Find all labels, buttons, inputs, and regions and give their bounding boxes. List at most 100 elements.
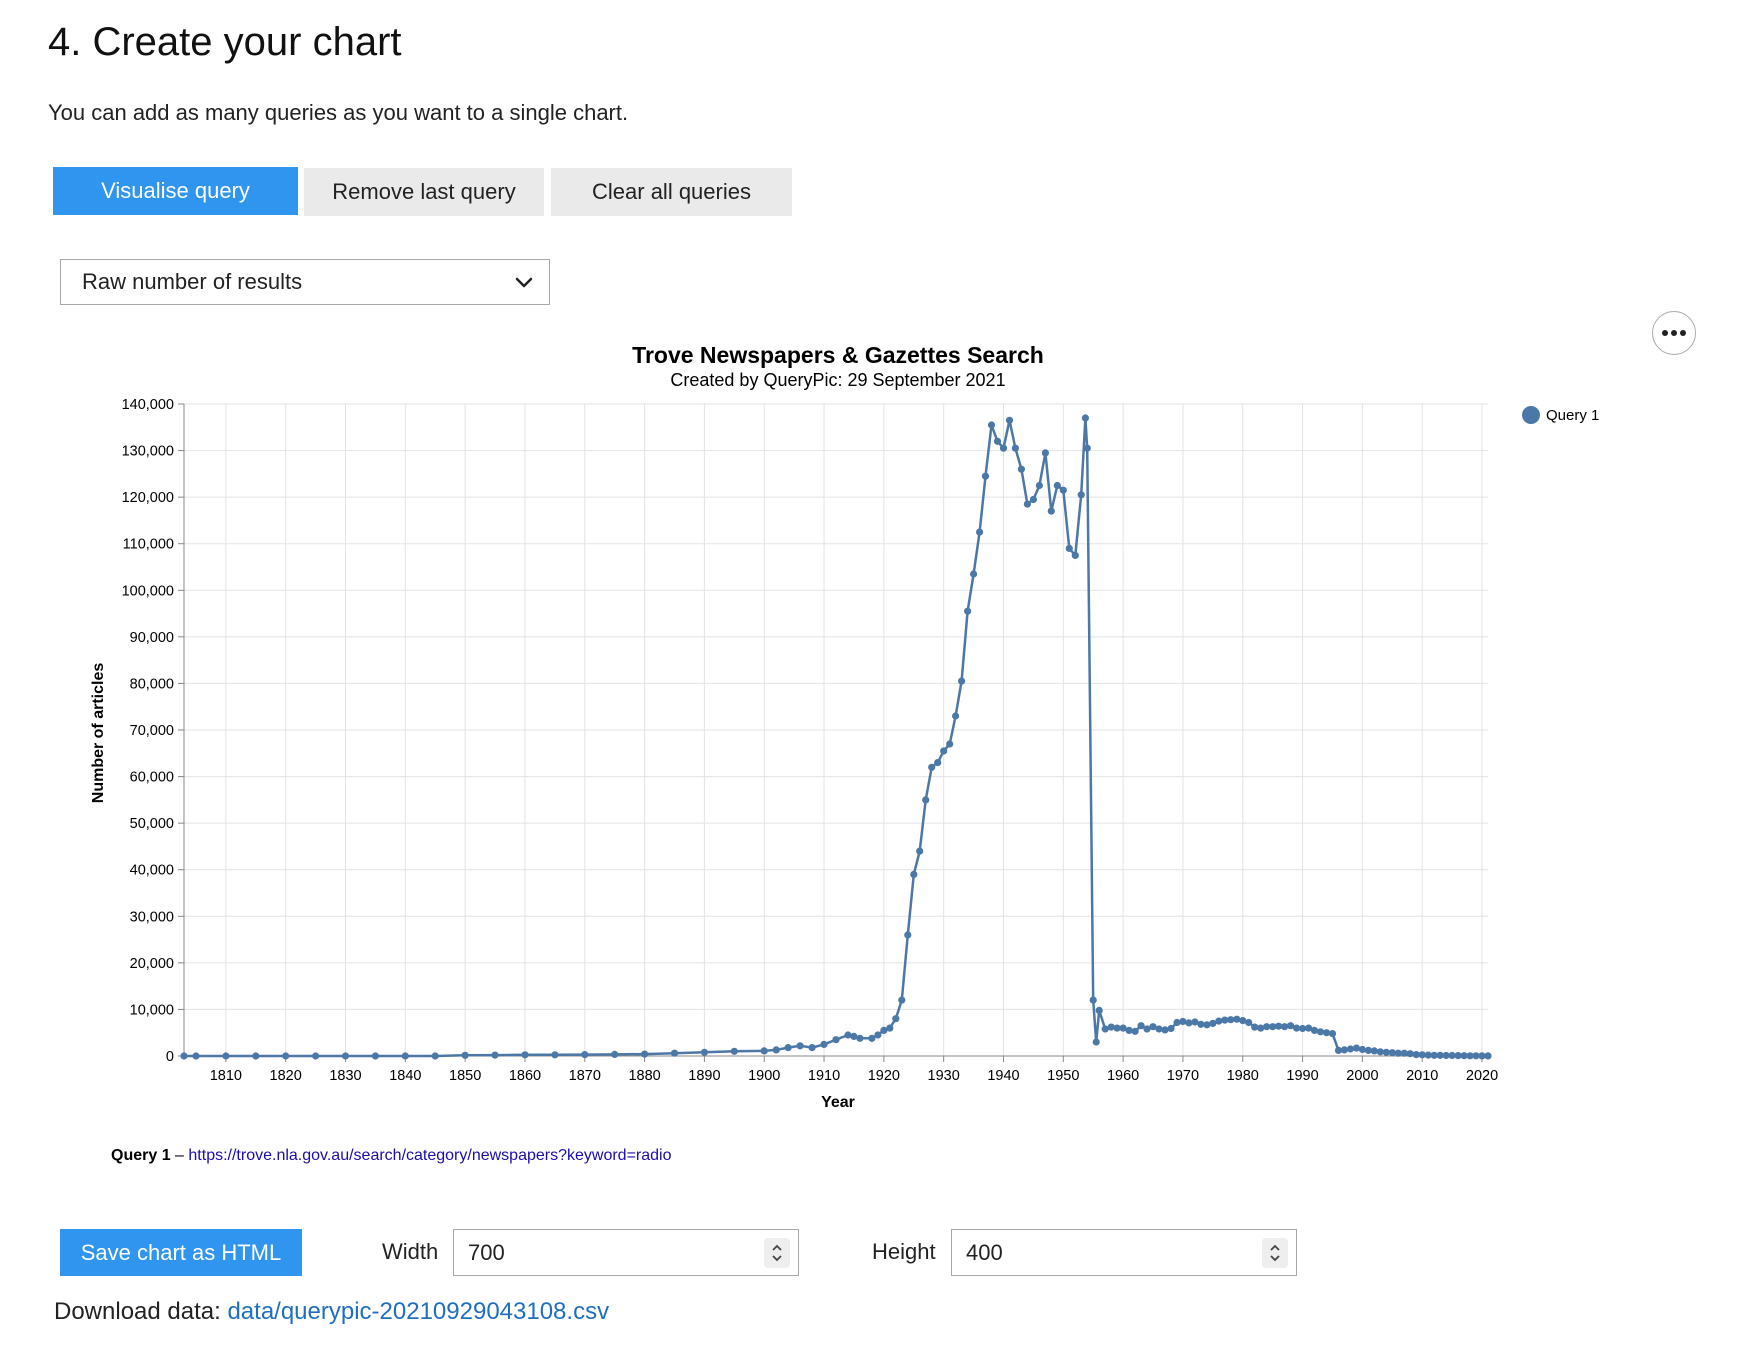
data-point[interactable]	[1430, 1051, 1438, 1059]
data-point[interactable]	[641, 1050, 649, 1058]
data-point[interactable]	[670, 1049, 679, 1057]
data-point[interactable]	[1257, 1024, 1265, 1032]
data-point[interactable]	[1215, 1017, 1223, 1025]
data-point[interactable]	[1071, 551, 1079, 560]
data-point[interactable]	[1293, 1024, 1301, 1032]
data-point[interactable]	[1107, 1023, 1115, 1031]
data-point[interactable]	[1113, 1024, 1121, 1032]
data-point[interactable]	[1251, 1023, 1259, 1031]
data-point[interactable]	[222, 1052, 230, 1060]
remove-last-query-button[interactable]: Remove last query	[304, 168, 544, 216]
save-chart-button[interactable]: Save chart as HTML	[60, 1229, 302, 1276]
data-point[interactable]	[461, 1051, 469, 1059]
data-point[interactable]	[371, 1052, 379, 1060]
data-point[interactable]	[1334, 1046, 1343, 1054]
data-point[interactable]	[1310, 1026, 1319, 1034]
data-point[interactable]	[521, 1051, 529, 1059]
data-point[interactable]	[1352, 1044, 1360, 1052]
height-input[interactable]: 400	[951, 1229, 1297, 1276]
data-point[interactable]	[1466, 1052, 1474, 1060]
data-point[interactable]	[1412, 1051, 1420, 1059]
data-point[interactable]	[892, 1015, 900, 1023]
data-point[interactable]	[1316, 1028, 1325, 1036]
data-point[interactable]	[1454, 1052, 1462, 1060]
data-point[interactable]	[1053, 481, 1061, 490]
data-point[interactable]	[252, 1052, 260, 1060]
data-point[interactable]	[1305, 1024, 1313, 1032]
data-point[interactable]	[192, 1052, 200, 1060]
data-point[interactable]	[1011, 444, 1020, 452]
data-point[interactable]	[341, 1052, 350, 1060]
data-point[interactable]	[1388, 1049, 1396, 1057]
data-point[interactable]	[1472, 1052, 1480, 1060]
data-point[interactable]	[1358, 1045, 1366, 1054]
data-point[interactable]	[916, 847, 924, 855]
data-point[interactable]	[1143, 1025, 1151, 1033]
data-point[interactable]	[1191, 1018, 1199, 1026]
data-point[interactable]	[1035, 481, 1043, 490]
data-point[interactable]	[820, 1040, 828, 1048]
data-point[interactable]	[976, 528, 984, 536]
data-point[interactable]	[970, 570, 978, 578]
data-point[interactable]	[312, 1052, 320, 1060]
data-point[interactable]	[1442, 1051, 1450, 1060]
data-point[interactable]	[1095, 1006, 1103, 1015]
data-point[interactable]	[1047, 507, 1055, 515]
data-point[interactable]	[700, 1048, 709, 1056]
data-point[interactable]	[1376, 1048, 1384, 1056]
data-point[interactable]	[796, 1042, 804, 1050]
data-point[interactable]	[760, 1047, 768, 1055]
data-point[interactable]	[1424, 1051, 1432, 1059]
data-point[interactable]	[730, 1047, 738, 1055]
data-point[interactable]	[1017, 465, 1025, 473]
data-point[interactable]	[1340, 1046, 1348, 1054]
width-stepper[interactable]	[764, 1238, 790, 1268]
data-point[interactable]	[1005, 416, 1014, 424]
data-point[interactable]	[1394, 1049, 1402, 1057]
data-point[interactable]	[431, 1052, 439, 1060]
data-point[interactable]	[940, 747, 948, 755]
data-point[interactable]	[844, 1031, 852, 1039]
data-point[interactable]	[1197, 1020, 1205, 1028]
data-point[interactable]	[958, 677, 966, 685]
data-point[interactable]	[928, 763, 936, 771]
data-point[interactable]	[1460, 1052, 1468, 1060]
data-point[interactable]	[850, 1032, 858, 1040]
data-point[interactable]	[1092, 1038, 1100, 1046]
data-point[interactable]	[1203, 1021, 1211, 1029]
data-point[interactable]	[551, 1051, 559, 1059]
data-point[interactable]	[987, 421, 996, 429]
data-point[interactable]	[1478, 1052, 1486, 1060]
data-point[interactable]	[1173, 1018, 1181, 1027]
data-point[interactable]	[946, 740, 954, 748]
data-point[interactable]	[934, 759, 942, 767]
data-point[interactable]	[1328, 1030, 1337, 1038]
data-point[interactable]	[1209, 1019, 1217, 1027]
data-point[interactable]	[401, 1052, 409, 1060]
data-point[interactable]	[1161, 1026, 1169, 1034]
data-point[interactable]	[1406, 1050, 1414, 1058]
data-point[interactable]	[1081, 414, 1089, 422]
data-point[interactable]	[1227, 1016, 1235, 1024]
data-point[interactable]	[784, 1044, 792, 1052]
data-point[interactable]	[1299, 1024, 1307, 1033]
data-point[interactable]	[1119, 1024, 1127, 1032]
data-point[interactable]	[1448, 1051, 1456, 1060]
visualise-query-button[interactable]: Visualise query	[53, 167, 298, 215]
data-point[interactable]	[993, 437, 1002, 445]
data-point[interactable]	[1179, 1017, 1187, 1026]
data-point[interactable]	[772, 1046, 780, 1054]
data-point[interactable]	[1167, 1024, 1175, 1033]
data-point[interactable]	[1263, 1023, 1271, 1031]
data-point[interactable]	[581, 1051, 589, 1059]
data-point[interactable]	[910, 870, 918, 879]
data-point[interactable]	[1023, 500, 1031, 508]
data-point[interactable]	[832, 1036, 840, 1044]
data-point[interactable]	[1083, 444, 1091, 452]
data-point[interactable]	[1245, 1018, 1253, 1027]
data-point[interactable]	[1275, 1022, 1283, 1030]
data-point[interactable]	[1221, 1016, 1229, 1024]
data-point[interactable]	[180, 1052, 188, 1060]
data-point[interactable]	[1269, 1023, 1277, 1031]
data-point[interactable]	[898, 996, 906, 1004]
